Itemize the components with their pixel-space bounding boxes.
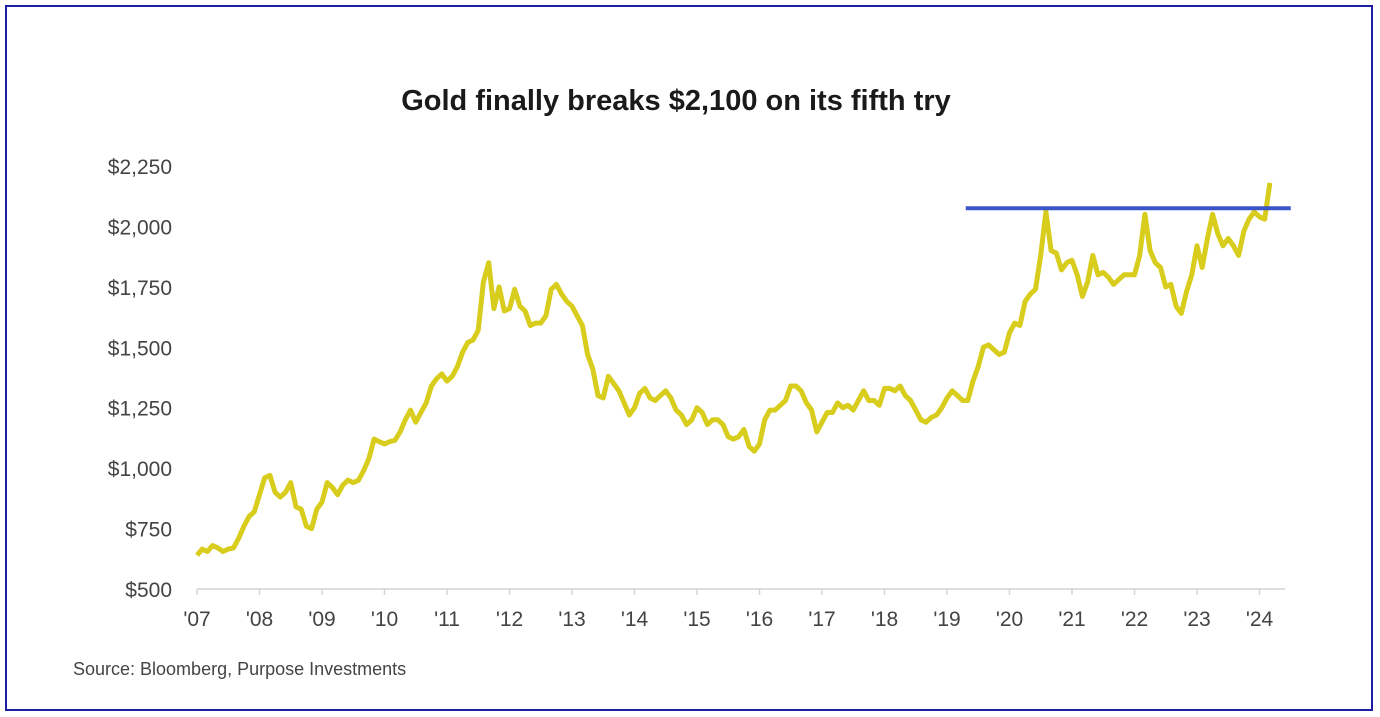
- chart-title: Gold finally breaks $2,100 on its fifth …: [401, 85, 951, 117]
- y-tick-label: $1,000: [108, 458, 172, 481]
- x-tick-label: '20: [996, 608, 1023, 631]
- y-tick-label: $1,750: [108, 277, 172, 300]
- x-tick-label: '07: [183, 608, 210, 631]
- y-axis: $500 $750 $1,000 $1,250 $1,500 $1,750 $2,000 $2…: [108, 156, 172, 602]
- x-tick-label: '22: [1121, 608, 1148, 631]
- x-tick-label: '10: [371, 608, 398, 631]
- x-tick-label: '12: [496, 608, 523, 631]
- x-tick-label: '21: [1058, 608, 1085, 631]
- y-tick-label: $1,250: [108, 398, 172, 421]
- x-tick-label: '15: [683, 608, 710, 631]
- y-tick-label: $2,250: [108, 156, 172, 179]
- y-tick-label: $2,000: [108, 216, 172, 239]
- y-tick-label: $750: [125, 519, 172, 542]
- x-tick-label: '19: [933, 608, 960, 631]
- x-tick-label: '11: [434, 608, 460, 631]
- x-tick-label: '13: [558, 608, 585, 631]
- y-tick-label: $1,500: [108, 337, 172, 360]
- gold-price-line: [195, 182, 1273, 557]
- y-tick-label: $500: [125, 579, 172, 602]
- source-note: Source: Bloomberg, Purpose Investments: [73, 659, 406, 679]
- x-tick-label: '09: [308, 608, 335, 631]
- x-tick-label: '24: [1246, 608, 1274, 631]
- series-layer: [195, 182, 1273, 557]
- x-tick-label: '08: [246, 608, 273, 631]
- x-tick-label: '23: [1183, 608, 1210, 631]
- x-tick-label: '16: [746, 608, 773, 631]
- x-tick-label: '14: [621, 608, 649, 631]
- chart-frame: [5, 5, 1373, 711]
- x-tick-label: '18: [871, 608, 898, 631]
- x-tick-label: '17: [808, 608, 835, 631]
- x-axis: '07 '08 '09 '10 '11 '12 '13 '14 '15 '16 '17 '18 '19 '…: [183, 588, 1285, 631]
